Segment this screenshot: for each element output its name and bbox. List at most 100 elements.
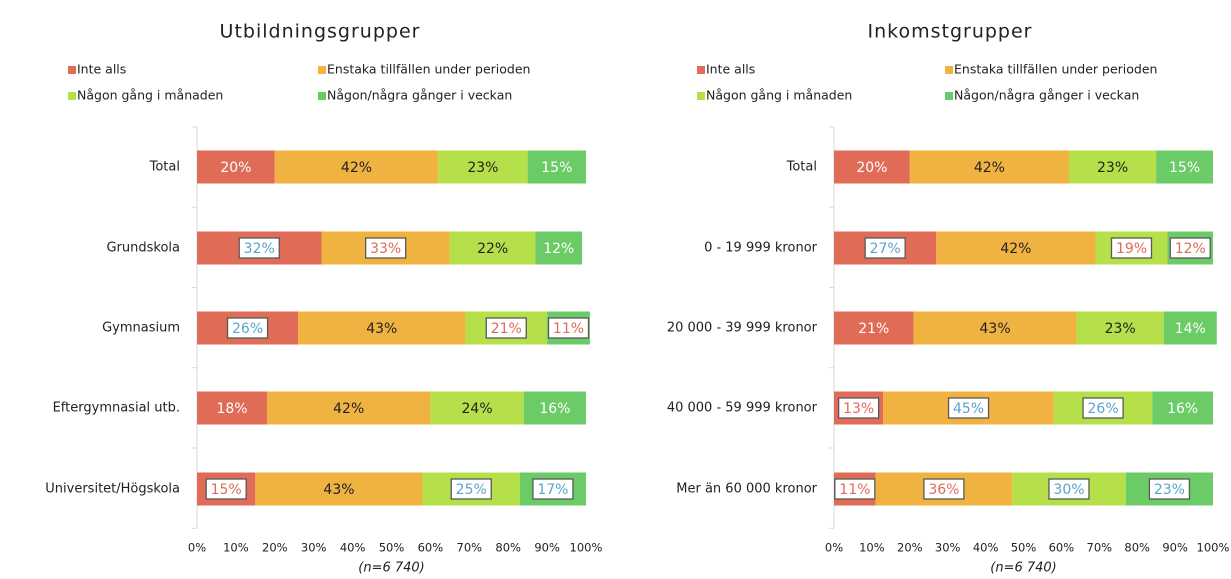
x-tick-label: 20% bbox=[262, 541, 288, 555]
x-tick-label: 60% bbox=[418, 541, 444, 555]
bar-segment bbox=[197, 391, 268, 425]
label-box bbox=[834, 478, 876, 500]
value-label: 23% bbox=[1154, 482, 1185, 498]
x-tick-label: 70% bbox=[457, 541, 483, 555]
value-label: 43% bbox=[980, 321, 1011, 337]
x-tick-label: 50% bbox=[379, 541, 405, 555]
value-label: 42% bbox=[333, 401, 364, 417]
bar-segment bbox=[438, 150, 528, 184]
x-tick-label: 40% bbox=[973, 541, 999, 555]
value-label: 14% bbox=[1175, 321, 1206, 337]
legend-swatch bbox=[945, 92, 953, 100]
value-label: 23% bbox=[467, 160, 498, 176]
x-tick-label: 60% bbox=[1049, 541, 1075, 555]
x-tick-label: 90% bbox=[1162, 541, 1188, 555]
x-tick-label: 0% bbox=[825, 541, 843, 555]
legend-swatch bbox=[697, 92, 705, 100]
value-label: 25% bbox=[456, 482, 487, 498]
legend-label: Enstaka tillfällen under perioden bbox=[954, 62, 1157, 77]
value-label: 15% bbox=[211, 482, 242, 498]
legend-label: Någon/några gånger i veckan bbox=[954, 88, 1139, 103]
category-label: Universitet/Högskola bbox=[45, 482, 180, 497]
x-tick-label: 80% bbox=[1124, 541, 1150, 555]
x-tick-label: 10% bbox=[223, 541, 249, 555]
value-label: 17% bbox=[537, 482, 568, 498]
bar-segment bbox=[197, 150, 275, 184]
label-box bbox=[485, 317, 527, 339]
x-tick-label: 20% bbox=[897, 541, 923, 555]
category-label: Total bbox=[786, 160, 817, 175]
bar-segment bbox=[909, 150, 1069, 184]
value-label: 18% bbox=[216, 401, 247, 417]
x-tick-label: 80% bbox=[495, 541, 521, 555]
label-box bbox=[947, 397, 990, 419]
label-box bbox=[1169, 237, 1211, 259]
label-box bbox=[365, 237, 407, 259]
bar-segment bbox=[1163, 311, 1217, 345]
bar-segment bbox=[1068, 150, 1157, 184]
legend-swatch bbox=[318, 66, 326, 74]
bar-segment bbox=[1076, 311, 1164, 345]
value-label: 15% bbox=[541, 160, 572, 176]
value-label: 16% bbox=[1167, 401, 1198, 417]
legend-label: Någon/några gånger i veckan bbox=[327, 88, 512, 103]
legend-label: Någon gång i månaden bbox=[77, 88, 223, 103]
value-label: 36% bbox=[928, 482, 959, 498]
bar-segment bbox=[298, 311, 466, 345]
legend-label: Någon gång i månaden bbox=[706, 88, 852, 103]
bar-segment bbox=[274, 150, 439, 184]
legend-swatch bbox=[68, 92, 76, 100]
x-tick-label: 40% bbox=[340, 541, 366, 555]
legend-swatch bbox=[318, 92, 326, 100]
value-label: 19% bbox=[1116, 241, 1147, 257]
value-label: 21% bbox=[858, 321, 889, 337]
value-label: 12% bbox=[543, 241, 574, 257]
label-box bbox=[1110, 237, 1153, 259]
category-label: 40 000 - 59 999 kronor bbox=[667, 401, 818, 416]
bar-segment bbox=[834, 311, 914, 345]
value-label: 22% bbox=[477, 241, 508, 257]
legend-label: Inte alls bbox=[706, 62, 755, 77]
legend-swatch bbox=[945, 66, 953, 74]
category-label: Grundskola bbox=[106, 241, 180, 256]
value-label: 13% bbox=[843, 401, 874, 417]
category-label: 0 - 19 999 kronor bbox=[704, 241, 818, 256]
x-tick-label: 30% bbox=[935, 541, 961, 555]
bar-segment bbox=[267, 391, 431, 425]
label-box bbox=[450, 478, 492, 500]
bar-segment bbox=[913, 311, 1077, 345]
value-label: 16% bbox=[539, 401, 570, 417]
value-label: 21% bbox=[491, 321, 522, 337]
category-label: Eftergymnasial utb. bbox=[53, 401, 180, 416]
chart-title: Utbildningsgrupper bbox=[220, 21, 421, 43]
value-label: 43% bbox=[366, 321, 397, 337]
x-tick-label: 90% bbox=[534, 541, 560, 555]
value-label: 42% bbox=[1000, 241, 1031, 257]
bar-segment bbox=[430, 391, 524, 425]
category-label: Mer än 60 000 kronor bbox=[676, 482, 817, 497]
label-box bbox=[547, 317, 590, 339]
label-box bbox=[205, 478, 247, 500]
x-tick-label: 70% bbox=[1087, 541, 1113, 555]
bar-segment bbox=[1156, 150, 1213, 184]
value-label: 42% bbox=[974, 160, 1005, 176]
chart-title: Inkomstgrupper bbox=[868, 21, 1033, 43]
label-box bbox=[837, 397, 880, 419]
label-box bbox=[864, 237, 906, 259]
value-label: 23% bbox=[1105, 321, 1136, 337]
bar-segment bbox=[535, 231, 583, 265]
bar-segment bbox=[255, 472, 423, 506]
category-label: 20 000 - 39 999 kronor bbox=[667, 321, 818, 336]
label-box bbox=[226, 317, 269, 339]
value-label: 30% bbox=[1053, 482, 1084, 498]
label-box bbox=[238, 237, 280, 259]
bar-segment bbox=[523, 391, 586, 425]
legend-swatch bbox=[697, 66, 705, 74]
x-axis-label: (n=6 740) bbox=[358, 561, 425, 576]
x-tick-label: 30% bbox=[301, 541, 327, 555]
legend-label: Inte alls bbox=[77, 62, 126, 77]
x-axis-label: (n=6 740) bbox=[990, 561, 1057, 576]
x-tick-label: 0% bbox=[188, 541, 206, 555]
value-label: 26% bbox=[232, 321, 263, 337]
